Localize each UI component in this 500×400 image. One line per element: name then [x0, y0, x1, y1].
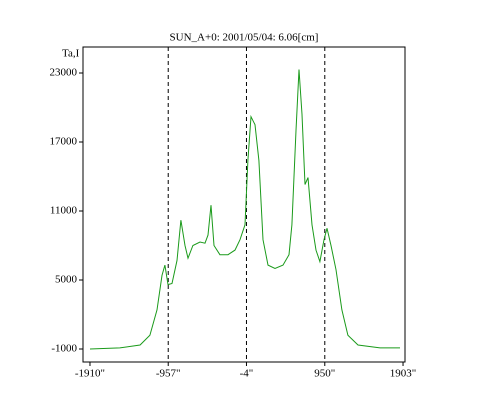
x-tick-label: -957" — [156, 368, 181, 380]
chart-title: SUN_A+0: 2001/05/04: 6.06[cm] — [170, 32, 319, 44]
y-tick-label: 11000 — [50, 205, 78, 217]
y-axis-label: Ta,I — [62, 48, 80, 60]
x-tick-label: -4" — [240, 368, 254, 380]
x-tick-label: 1903" — [390, 368, 417, 380]
x-tick-label: 950" — [314, 368, 335, 380]
y-tick-label: 23000 — [50, 67, 78, 79]
x-tick-label: -1910" — [75, 368, 105, 380]
plot-frame — [82, 46, 406, 363]
y-tick-label: -1000 — [51, 343, 77, 355]
data-line — [89, 69, 400, 350]
y-tick-label: 17000 — [50, 136, 78, 148]
y-tick-label: 5000 — [55, 274, 78, 286]
